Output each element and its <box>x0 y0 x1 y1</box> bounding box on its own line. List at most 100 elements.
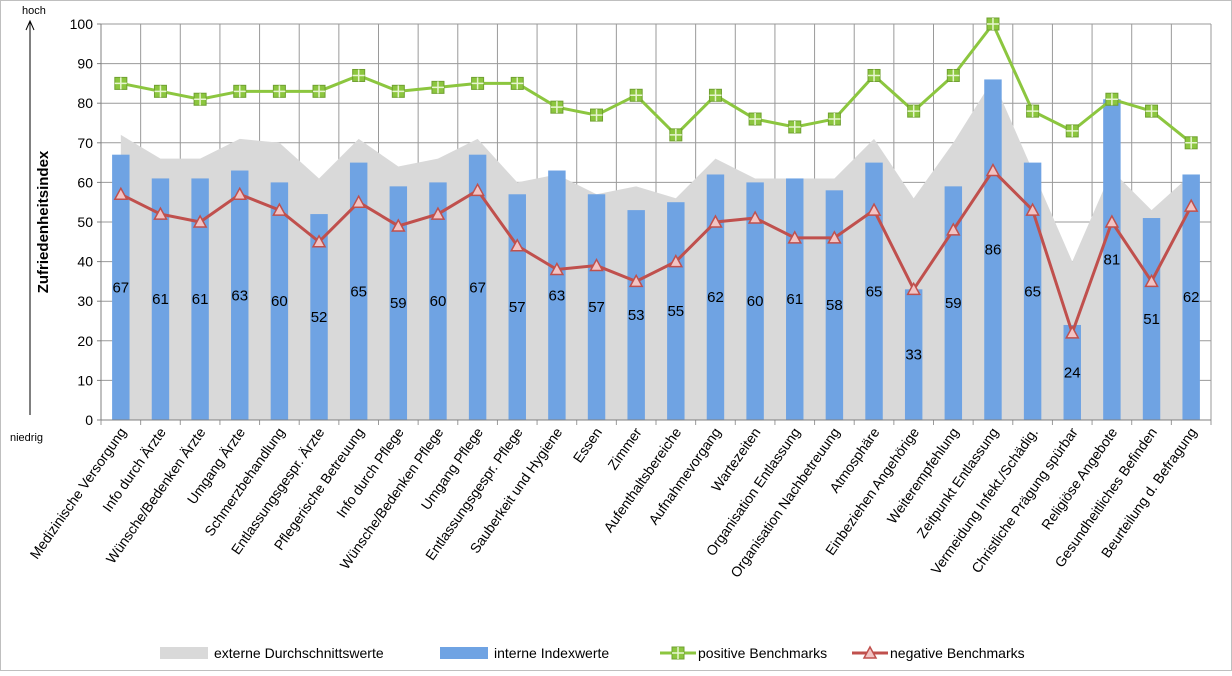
marker <box>192 214 208 228</box>
marker <box>946 222 961 236</box>
data-label: 57 <box>588 299 605 316</box>
marker-cross <box>828 113 841 126</box>
y-tick-label: 40 <box>77 254 93 270</box>
bar <box>548 170 566 420</box>
marker-cross <box>114 77 127 90</box>
y-axis-label: Zufriedenheitsindex <box>35 150 52 293</box>
bar <box>904 289 923 420</box>
marker <box>985 162 1001 177</box>
legend-label: externe Durchschnittswerte <box>214 645 384 661</box>
data-label: 65 <box>1024 283 1041 300</box>
bar <box>984 79 1002 420</box>
y-tick-label: 80 <box>77 95 93 111</box>
marker-cross <box>1105 93 1118 106</box>
marker <box>470 182 485 197</box>
data-label: 61 <box>786 291 803 308</box>
marker-cross <box>672 647 684 659</box>
legend-swatch <box>160 647 208 659</box>
y-tick-label: 90 <box>77 56 93 72</box>
marker <box>906 281 921 296</box>
marker-cross <box>194 93 207 106</box>
y-tick-label: 70 <box>77 135 93 151</box>
data-label: 63 <box>549 287 566 304</box>
data-label: 67 <box>112 279 129 296</box>
marker-cross <box>154 85 167 98</box>
bar <box>310 214 328 420</box>
bar <box>1182 174 1200 420</box>
data-label: 81 <box>1104 252 1121 269</box>
data-label: 61 <box>152 291 169 308</box>
data-label: 62 <box>1183 289 1200 306</box>
data-label: 60 <box>271 293 288 310</box>
marker <box>866 202 882 216</box>
axis-arrow-head <box>25 19 35 31</box>
marker <box>747 210 763 224</box>
bar <box>944 186 963 420</box>
data-label: 57 <box>509 299 526 316</box>
marker-cross <box>1066 124 1079 137</box>
bar <box>1103 99 1121 421</box>
marker <box>589 257 604 272</box>
axis-bottom-label: niedrig <box>10 432 43 444</box>
data-label: 67 <box>469 279 486 296</box>
marker <box>1183 198 1199 212</box>
data-label: 63 <box>231 287 248 304</box>
marker-cross <box>233 85 246 98</box>
marker-cross <box>392 85 405 98</box>
line <box>120 21 1193 144</box>
marker-cross <box>1145 105 1158 118</box>
data-label: 33 <box>905 347 922 364</box>
marker-cross <box>273 85 286 98</box>
marker <box>509 238 525 252</box>
marker-cross <box>709 89 722 102</box>
data-label: 52 <box>311 309 328 326</box>
data-label: 59 <box>390 295 407 312</box>
bar <box>627 210 645 420</box>
bar <box>151 178 170 420</box>
marker <box>1064 325 1080 339</box>
y-tick-label: 10 <box>77 372 93 388</box>
marker-cross <box>313 85 326 98</box>
marker-cross <box>669 128 682 141</box>
marker-cross <box>590 109 603 122</box>
bar <box>349 162 368 420</box>
bar <box>231 170 249 420</box>
marker <box>113 186 129 201</box>
marker-cross <box>947 69 960 82</box>
marker <box>153 206 168 220</box>
marker-cross <box>868 69 881 82</box>
marker <box>549 261 565 276</box>
marker <box>430 206 446 220</box>
bar <box>865 162 883 420</box>
bar <box>389 186 408 420</box>
bar <box>825 190 844 420</box>
data-label: 62 <box>707 289 724 306</box>
data-label: 61 <box>192 291 209 308</box>
marker <box>232 186 248 201</box>
marker-cross <box>352 69 365 82</box>
legend-label: interne Indexwerte <box>494 645 609 661</box>
data-label: 65 <box>350 283 367 300</box>
data-label: 60 <box>747 293 764 310</box>
bar <box>112 154 130 420</box>
marker-cross <box>630 89 643 102</box>
marker <box>272 202 287 216</box>
marker <box>787 230 803 244</box>
data-label: 55 <box>667 303 684 320</box>
bar <box>746 182 764 420</box>
marker <box>311 234 327 248</box>
bar <box>1063 324 1081 420</box>
data-label: 24 <box>1064 364 1081 381</box>
axis-top-label: hoch <box>22 5 46 17</box>
marker <box>862 645 878 659</box>
marker <box>827 230 842 244</box>
y-tick-label: 0 <box>85 412 93 428</box>
marker <box>1025 202 1040 216</box>
y-tick-label: 50 <box>77 214 93 230</box>
data-label: 53 <box>628 307 645 324</box>
marker-cross <box>907 105 920 118</box>
y-tick-label: 100 <box>70 16 94 32</box>
data-label: 60 <box>430 293 447 310</box>
bar <box>270 182 289 420</box>
